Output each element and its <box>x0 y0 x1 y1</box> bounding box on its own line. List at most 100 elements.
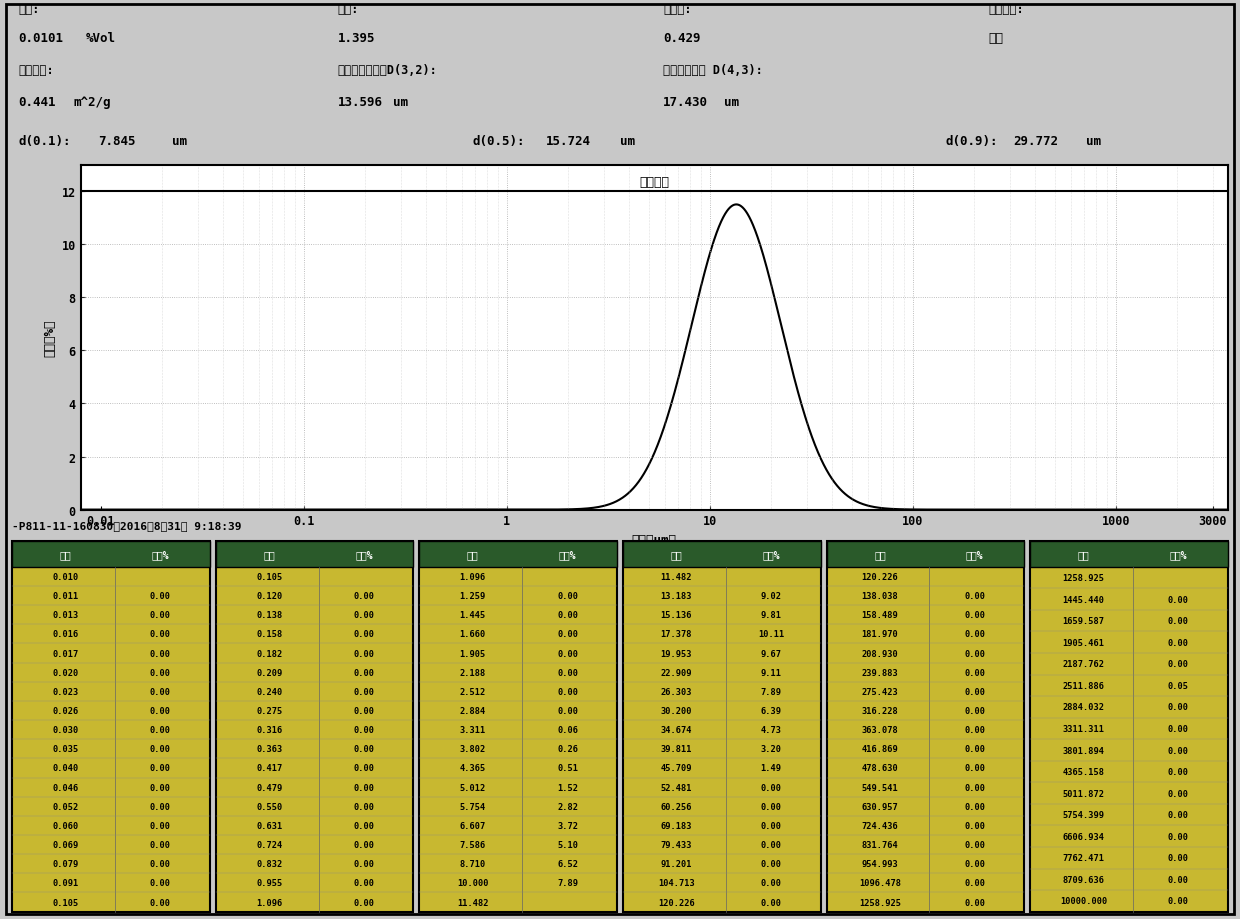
Text: 0.00: 0.00 <box>150 859 171 868</box>
Text: 1.49: 1.49 <box>760 764 781 773</box>
Text: 0.00: 0.00 <box>150 687 171 696</box>
Text: 0.51: 0.51 <box>557 764 578 773</box>
Text: 体积%: 体积% <box>355 550 373 560</box>
Text: 0.00: 0.00 <box>353 744 374 754</box>
Text: 0.091: 0.091 <box>52 879 79 888</box>
Text: 363.078: 363.078 <box>862 725 898 734</box>
Text: 91.201: 91.201 <box>661 859 692 868</box>
Text: 630.957: 630.957 <box>862 802 898 811</box>
Text: 181.970: 181.970 <box>862 630 898 639</box>
Text: 0.00: 0.00 <box>760 802 781 811</box>
Text: 724.436: 724.436 <box>862 821 898 830</box>
Text: 416.869: 416.869 <box>862 744 898 754</box>
Text: 0.120: 0.120 <box>257 592 283 600</box>
Text: 8.710: 8.710 <box>460 859 486 868</box>
Text: 2884.032: 2884.032 <box>1063 703 1105 711</box>
Text: 60.256: 60.256 <box>661 802 692 811</box>
Text: 一致性:: 一致性: <box>663 4 692 17</box>
Text: 0.631: 0.631 <box>257 821 283 830</box>
Text: 0.00: 0.00 <box>1168 617 1189 626</box>
Text: 0.00: 0.00 <box>150 668 171 677</box>
Text: 1.096: 1.096 <box>257 898 283 906</box>
Text: 13.596: 13.596 <box>337 96 383 109</box>
Text: 结果类别:: 结果类别: <box>988 4 1024 17</box>
Text: 5.754: 5.754 <box>460 802 486 811</box>
Text: 3801.894: 3801.894 <box>1063 745 1105 754</box>
Text: 0.00: 0.00 <box>150 802 171 811</box>
Text: 0.00: 0.00 <box>965 821 986 830</box>
Text: 954.993: 954.993 <box>862 859 898 868</box>
Text: 粒径: 粒径 <box>1078 550 1090 560</box>
Text: 11.482: 11.482 <box>458 898 489 906</box>
Text: 7.586: 7.586 <box>460 840 486 849</box>
Text: 0.052: 0.052 <box>52 802 79 811</box>
Text: 0.040: 0.040 <box>52 764 79 773</box>
Text: 1.905: 1.905 <box>460 649 486 658</box>
Text: 0.550: 0.550 <box>257 802 283 811</box>
Text: 0.00: 0.00 <box>1168 811 1189 819</box>
Text: 0.00: 0.00 <box>353 610 374 619</box>
Text: 0.00: 0.00 <box>557 687 578 696</box>
Text: 2187.762: 2187.762 <box>1063 660 1105 669</box>
Bar <box>622 541 821 912</box>
Text: 0.00: 0.00 <box>965 725 986 734</box>
Text: 0.00: 0.00 <box>965 687 986 696</box>
Text: 0.00: 0.00 <box>353 783 374 792</box>
Text: 0.182: 0.182 <box>257 649 283 658</box>
Text: 3.20: 3.20 <box>760 744 781 754</box>
Text: 0.00: 0.00 <box>150 592 171 600</box>
Text: 17.430: 17.430 <box>663 96 708 109</box>
Text: 5011.872: 5011.872 <box>1063 789 1105 798</box>
Text: 15.724: 15.724 <box>547 135 591 148</box>
Text: 0.00: 0.00 <box>760 898 781 906</box>
Text: 体积平均粒径 D(4,3):: 体积平均粒径 D(4,3): <box>663 64 763 77</box>
Text: 9.02: 9.02 <box>760 592 781 600</box>
Text: m^2/g: m^2/g <box>73 96 112 109</box>
Text: 0.00: 0.00 <box>557 668 578 677</box>
Text: 0.00: 0.00 <box>965 783 986 792</box>
X-axis label: 粒度（μm）: 粒度（μm） <box>631 533 677 547</box>
Text: 549.541: 549.541 <box>862 783 898 792</box>
Text: 0.00: 0.00 <box>150 764 171 773</box>
Text: 0.016: 0.016 <box>52 630 79 639</box>
Text: 0.724: 0.724 <box>257 840 283 849</box>
Text: 1445.440: 1445.440 <box>1063 595 1105 604</box>
Text: 69.183: 69.183 <box>661 821 692 830</box>
Text: 1905.461: 1905.461 <box>1063 638 1105 647</box>
Text: 0.00: 0.00 <box>150 744 171 754</box>
Text: 粒径: 粒径 <box>874 550 885 560</box>
Text: 0.00: 0.00 <box>150 879 171 888</box>
Text: 3.72: 3.72 <box>557 821 578 830</box>
Text: 0.00: 0.00 <box>353 592 374 600</box>
Text: 表面积平均粒径D(3,2):: 表面积平均粒径D(3,2): <box>337 64 438 77</box>
Text: 5.012: 5.012 <box>460 783 486 792</box>
Text: 29.772: 29.772 <box>1013 135 1058 148</box>
Text: 239.883: 239.883 <box>862 668 898 677</box>
Text: 138.038: 138.038 <box>862 592 898 600</box>
Text: 6.52: 6.52 <box>557 859 578 868</box>
Text: 0.955: 0.955 <box>257 879 283 888</box>
Text: 9.11: 9.11 <box>760 668 781 677</box>
Text: 0.00: 0.00 <box>965 610 986 619</box>
Text: 0.00: 0.00 <box>760 859 781 868</box>
Text: 158.489: 158.489 <box>862 610 898 619</box>
Text: 10000.000: 10000.000 <box>1060 896 1107 905</box>
Text: d(0.1):: d(0.1): <box>19 135 71 148</box>
Text: 22.909: 22.909 <box>661 668 692 677</box>
Bar <box>1030 541 1228 912</box>
Text: 0.00: 0.00 <box>760 783 781 792</box>
Text: 2.512: 2.512 <box>460 687 486 696</box>
Text: 0.00: 0.00 <box>353 630 374 639</box>
Text: 0.010: 0.010 <box>52 573 79 582</box>
Text: 0.00: 0.00 <box>150 610 171 619</box>
Text: 0.00: 0.00 <box>557 706 578 715</box>
Text: 0.363: 0.363 <box>257 744 283 754</box>
Text: 0.079: 0.079 <box>52 859 79 868</box>
Text: 0.00: 0.00 <box>965 592 986 600</box>
Text: um: um <box>620 135 635 148</box>
Text: 4365.158: 4365.158 <box>1063 767 1105 777</box>
Text: %Vol: %Vol <box>86 32 117 45</box>
Text: 4.73: 4.73 <box>760 725 781 734</box>
Text: 19.953: 19.953 <box>661 649 692 658</box>
Text: 0.00: 0.00 <box>965 879 986 888</box>
